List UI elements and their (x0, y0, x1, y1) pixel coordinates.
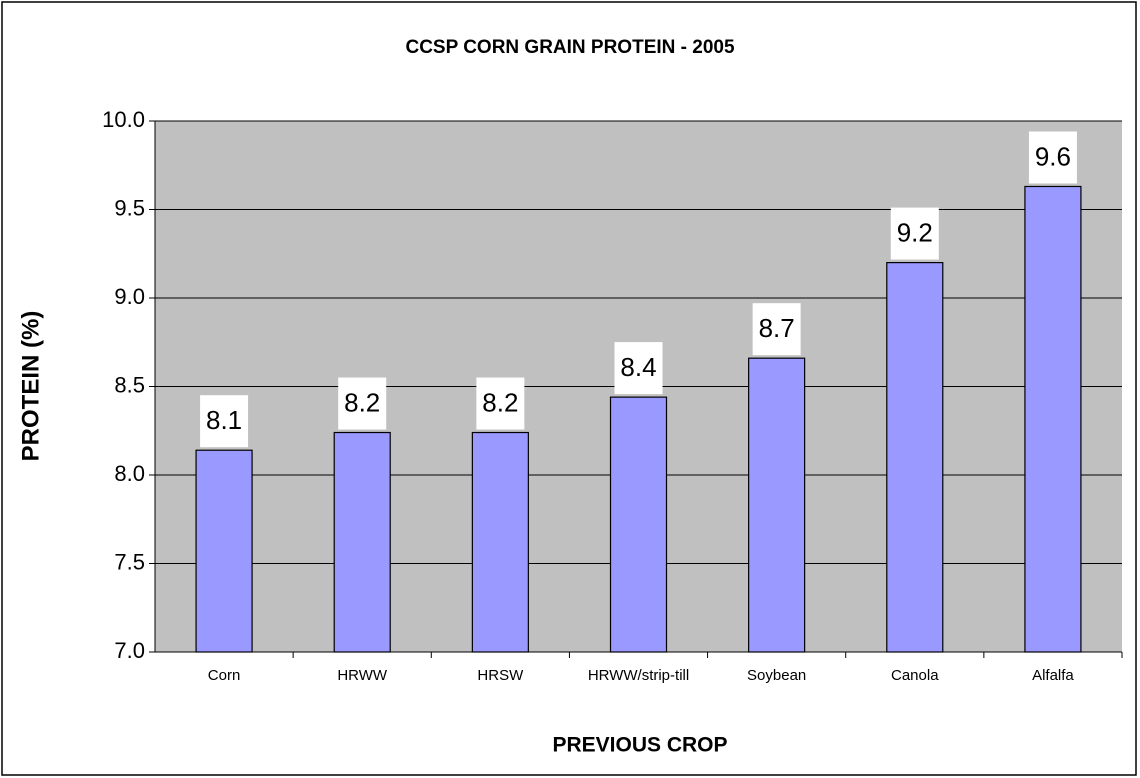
data-label: 8.1 (206, 405, 242, 435)
data-label-box (1028, 131, 1077, 184)
x-axis-title: PREVIOUS CROP (552, 734, 727, 757)
y-tick-label: 7.0 (114, 638, 145, 663)
bar (1024, 185, 1082, 653)
y-tick-label: 7.5 (114, 549, 145, 574)
bar (195, 449, 253, 653)
data-label-box (890, 207, 939, 260)
data-label: 8.2 (482, 387, 518, 417)
x-tick-label: HRWW (337, 667, 388, 684)
bar (609, 396, 668, 653)
x-tick-label: Alfalfa (1032, 667, 1074, 684)
chart-title: CCSP CORN GRAIN PROTEIN - 2005 (405, 37, 734, 58)
y-tick-label: 9.5 (114, 195, 145, 220)
bar (333, 431, 391, 653)
y-tick-label: 8.5 (114, 372, 145, 397)
data-label: 8.4 (620, 352, 656, 382)
data-label-box (614, 342, 663, 395)
data-label: 9.6 (1035, 141, 1071, 171)
data-label-box (200, 395, 249, 448)
data-label-box (476, 377, 525, 430)
bar (471, 431, 529, 653)
bar (748, 357, 806, 653)
bar (886, 262, 944, 653)
data-label: 8.7 (759, 313, 795, 343)
y-tick-label: 8.0 (114, 461, 145, 486)
y-tick-label: 10.0 (102, 107, 145, 132)
x-tick-label: Soybean (747, 667, 807, 684)
y-axis-title: PROTEIN (%) (17, 311, 44, 462)
data-label-box (752, 303, 801, 356)
x-tick-label: Corn (207, 667, 241, 684)
data-label: 9.2 (897, 217, 933, 247)
x-tick-label: HRWW/strip-till (587, 667, 690, 684)
y-tick-label: 9.0 (114, 284, 145, 309)
x-tick-label: HRSW (477, 667, 524, 684)
data-label-box (338, 377, 387, 430)
x-tick-label: Canola (891, 667, 939, 684)
data-label: 8.2 (344, 387, 380, 417)
